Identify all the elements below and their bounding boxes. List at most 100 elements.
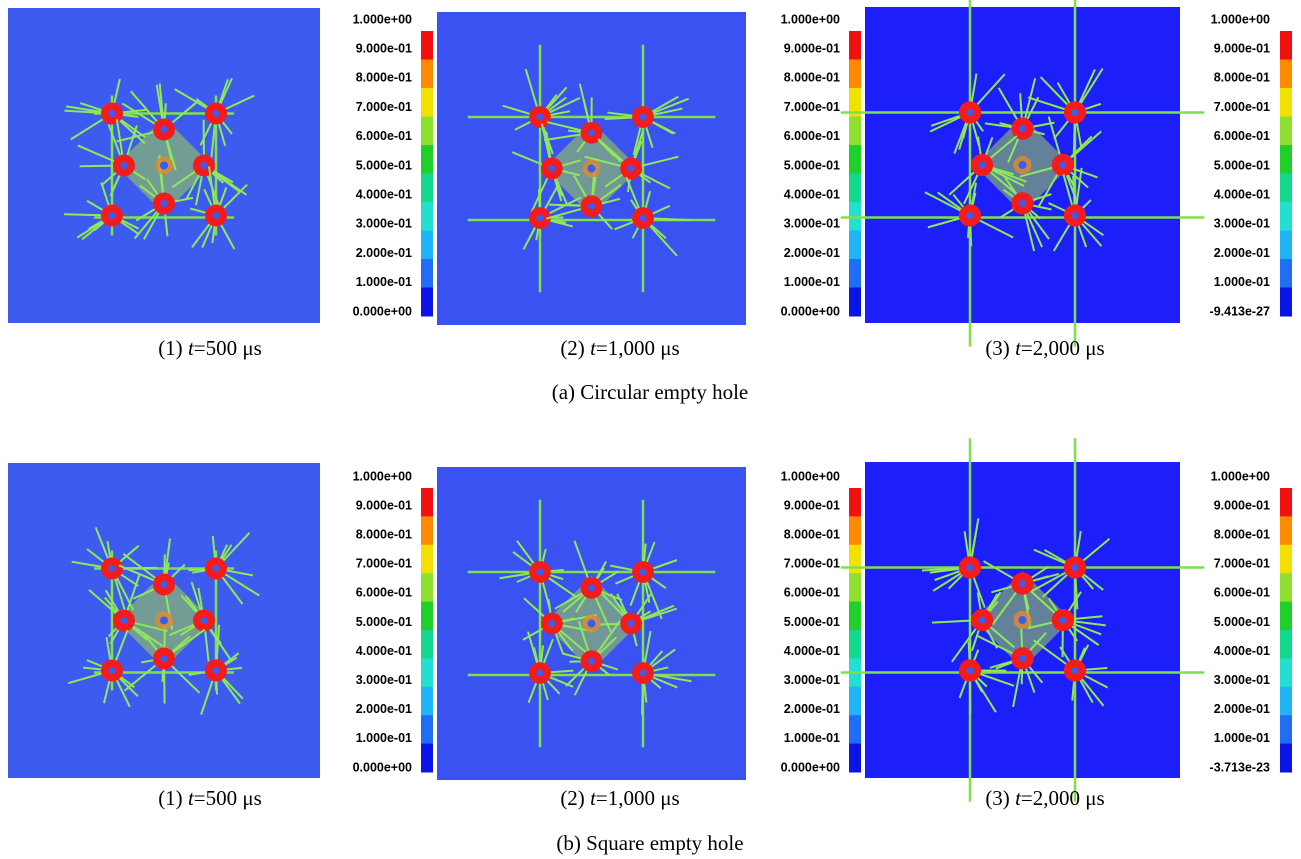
colorbar-segment xyxy=(421,743,433,773)
colorbar-label: 9.000e-01 xyxy=(784,41,840,55)
colorbar-segment xyxy=(1280,59,1292,89)
colorbar-label: 0.000e+00 xyxy=(781,304,840,318)
panel: 1.000e+00 9.000e-01 8.000e-01 7.000e-01 6.00… xyxy=(8,8,433,360)
colorbar-segment xyxy=(849,287,861,317)
colorbar-segment xyxy=(1280,202,1292,231)
center-hole xyxy=(587,164,596,173)
colorbar-label: 7.000e-01 xyxy=(784,557,840,571)
hole xyxy=(212,212,220,219)
colorbar-label: 9.000e-01 xyxy=(1214,41,1270,55)
caption-part: t xyxy=(590,336,597,360)
colorbar-label: 2.000e-01 xyxy=(784,246,840,260)
colorbar-segment xyxy=(1280,601,1292,631)
colorbar-label: 3.000e-01 xyxy=(1214,217,1270,231)
hole xyxy=(120,617,128,624)
panel: 1.000e+00 9.000e-01 8.000e-01 7.000e-01 6.00… xyxy=(840,0,1292,360)
colorbar-segment xyxy=(849,230,861,260)
hole xyxy=(978,616,986,624)
hole xyxy=(212,667,220,674)
hole xyxy=(1059,161,1067,169)
colorbar-label: 7.000e-01 xyxy=(1214,100,1270,114)
colorbar-label: -9.413e-27 xyxy=(1210,304,1271,318)
colorbar-segment xyxy=(1280,173,1292,203)
colorbar-label: 7.000e-01 xyxy=(1214,557,1270,571)
hole xyxy=(108,110,116,117)
center-hole xyxy=(160,161,168,170)
colorbar-segment xyxy=(849,59,861,89)
hole xyxy=(200,162,208,169)
hole xyxy=(966,563,974,572)
colorbar-label: 5.000e-01 xyxy=(356,158,412,172)
colorbar-label: -3.713e-23 xyxy=(1210,760,1271,774)
colorbar-label: 8.000e-01 xyxy=(356,527,412,541)
center-hole xyxy=(160,616,168,625)
colorbar-segment xyxy=(849,88,861,117)
colorbar-label: 5.000e-01 xyxy=(1214,615,1270,629)
caption-part: =500 μs xyxy=(194,786,262,810)
colorbar-label: 1.000e+00 xyxy=(1211,12,1270,26)
hole xyxy=(108,212,116,219)
colorbar-segment xyxy=(1280,116,1292,146)
hole xyxy=(966,211,974,220)
caption-part: =1,000 μs xyxy=(596,336,680,360)
colorbar-label: 1.000e+00 xyxy=(1211,469,1270,483)
hole xyxy=(639,214,647,222)
caption-part: (3) xyxy=(985,786,1015,810)
colorbar-label: 0.000e+00 xyxy=(353,760,412,774)
figure-row: 1.000e+00 9.000e-01 8.000e-01 7.000e-01 6.00… xyxy=(8,438,1292,855)
colorbar-label: 7.000e-01 xyxy=(356,557,412,571)
colorbar-segment xyxy=(1280,686,1292,716)
hole xyxy=(160,581,168,588)
colorbar-label: 6.000e-01 xyxy=(1214,129,1270,143)
colorbar-segment xyxy=(421,202,433,231)
hole xyxy=(627,165,635,172)
hole xyxy=(536,568,544,576)
colorbar-segment xyxy=(421,287,433,317)
colorbar-label: 8.000e-01 xyxy=(1214,71,1270,85)
panel-caption: (1) t=500 μs xyxy=(158,336,262,360)
colorbar-label: 0.000e+00 xyxy=(353,304,412,318)
colorbar-segment xyxy=(421,31,433,60)
row-subtitle: (b) Square empty hole xyxy=(556,831,743,855)
caption-part: =2,000 μs xyxy=(1021,336,1105,360)
colorbar-label: 4.000e-01 xyxy=(1214,644,1270,658)
colorbar-segment xyxy=(421,259,433,288)
hole xyxy=(966,666,974,675)
colorbar-label: 5.000e-01 xyxy=(784,615,840,629)
center-hole xyxy=(1018,160,1027,170)
colorbar-segment xyxy=(421,516,433,546)
hole xyxy=(160,200,168,207)
hole xyxy=(588,129,595,137)
colorbar-segment xyxy=(421,230,433,260)
colorbar-segment xyxy=(849,544,861,574)
colorbar-segment xyxy=(421,658,433,688)
hole xyxy=(1018,199,1027,207)
colorbar-label: 1.000e-01 xyxy=(1214,275,1270,289)
hole xyxy=(1071,563,1079,572)
hole xyxy=(588,202,595,210)
colorbar-segment xyxy=(849,116,861,146)
colorbar-label: 9.000e-01 xyxy=(1214,498,1270,512)
panel-caption: (3) t=2,000 μs xyxy=(985,786,1104,810)
colorbar-segment xyxy=(849,630,861,659)
colorbar-segment xyxy=(421,715,433,745)
caption-part: (2) xyxy=(560,786,590,810)
hole xyxy=(536,669,544,677)
hole xyxy=(1071,108,1079,117)
colorbar-segment xyxy=(1280,287,1292,317)
colorbar-label: 9.000e-01 xyxy=(784,498,840,512)
figure-row: 1.000e+00 9.000e-01 8.000e-01 7.000e-01 6.00… xyxy=(8,0,1292,404)
colorbar-label: 0.000e+00 xyxy=(781,760,840,774)
hole xyxy=(1059,616,1067,624)
hole xyxy=(1018,580,1027,588)
hole xyxy=(212,565,220,572)
panel-caption: (2) t=1,000 μs xyxy=(560,786,679,810)
colorbar-segment xyxy=(421,145,433,174)
colorbar-segment xyxy=(421,630,433,659)
colorbar-label: 5.000e-01 xyxy=(356,615,412,629)
colorbar-label: 9.000e-01 xyxy=(356,498,412,512)
hole xyxy=(108,667,116,674)
panel: 1.000e+00 9.000e-01 8.000e-01 7.000e-01 6.00… xyxy=(8,463,433,810)
colorbar-label: 8.000e-01 xyxy=(784,527,840,541)
center-hole xyxy=(587,619,596,628)
